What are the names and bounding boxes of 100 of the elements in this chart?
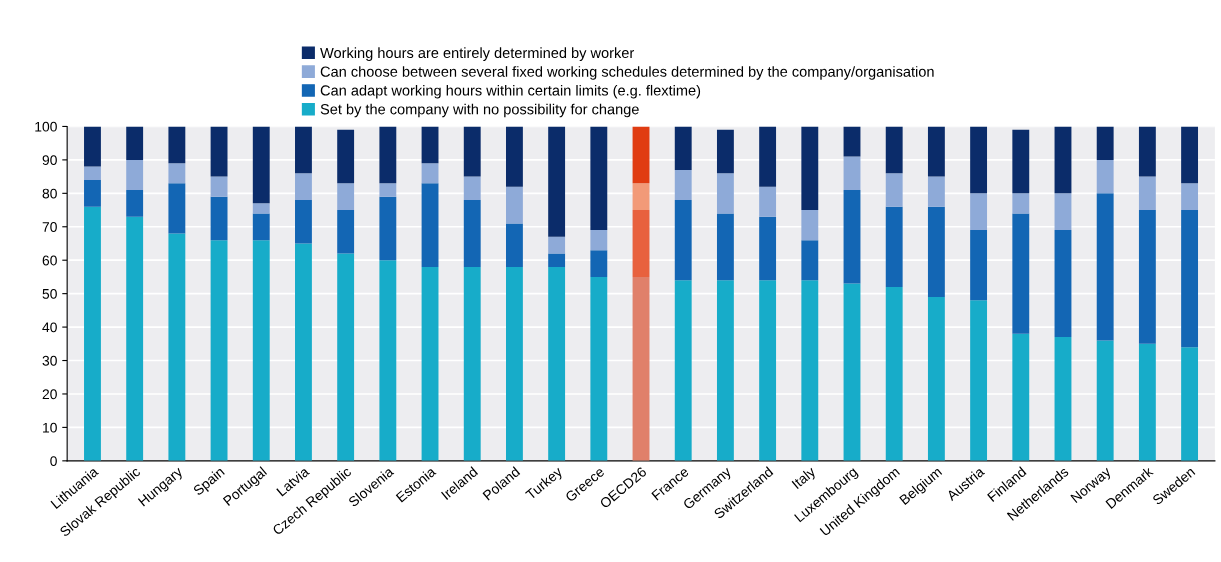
bar [927, 126, 945, 177]
bar [548, 126, 566, 237]
bar [801, 280, 819, 461]
bar [379, 196, 397, 261]
bar [632, 126, 650, 184]
bar [885, 126, 903, 174]
bar [632, 276, 650, 461]
bar [759, 186, 777, 217]
y-tick-label: 90 [42, 155, 57, 166]
bar [927, 176, 945, 207]
legend-label: Set by the company with no possibility for change [320, 103, 639, 118]
bar [674, 169, 692, 201]
bar [1138, 343, 1156, 461]
bar [421, 266, 439, 461]
bar [1181, 347, 1199, 461]
bar [716, 280, 734, 461]
y-tick-label: 50 [42, 288, 57, 299]
bar [716, 129, 734, 174]
bar [885, 173, 903, 207]
bar [674, 200, 692, 281]
bar [885, 206, 903, 287]
bar [210, 176, 228, 197]
bar [1096, 159, 1114, 194]
bar [337, 129, 355, 184]
bar [1012, 213, 1030, 334]
bar [548, 266, 566, 461]
bar [1012, 333, 1030, 461]
bar [252, 240, 270, 461]
bar [1012, 129, 1030, 194]
bar [548, 236, 566, 254]
bar [421, 163, 439, 184]
y-tick-label: 60 [42, 255, 57, 266]
bar [1096, 193, 1114, 341]
bar [168, 163, 186, 184]
bar [970, 126, 988, 194]
y-tick-label: 70 [42, 222, 57, 232]
bar [295, 173, 312, 201]
bar [379, 260, 397, 461]
bar [970, 230, 988, 301]
bar [1181, 183, 1199, 211]
y-tick-label: 80 [42, 188, 57, 199]
bar [759, 216, 777, 281]
bar [843, 283, 861, 461]
bar [252, 203, 270, 214]
bar [295, 126, 312, 174]
bar [759, 126, 777, 187]
bar [927, 206, 945, 297]
bar [632, 183, 650, 211]
bar [674, 280, 692, 461]
bar [84, 206, 101, 461]
bar [210, 196, 228, 241]
bar [506, 266, 523, 461]
bar [126, 159, 144, 190]
bar [379, 183, 397, 197]
bar [126, 189, 144, 217]
bar [84, 126, 101, 167]
bar [801, 210, 819, 241]
bar [168, 233, 186, 461]
bar [1096, 340, 1114, 461]
bar [590, 276, 608, 461]
bar [463, 266, 481, 461]
bar [759, 280, 777, 461]
y-tick-label: 0 [50, 456, 57, 467]
bar [295, 200, 312, 244]
bar [1096, 126, 1114, 160]
bar [1054, 126, 1072, 194]
bar [1054, 193, 1072, 231]
bar [506, 126, 523, 187]
bar [506, 223, 523, 267]
y-tick-label: 10 [43, 422, 57, 433]
bar [210, 126, 228, 177]
bar [379, 126, 397, 184]
bar [295, 243, 312, 461]
bar [421, 126, 439, 164]
y-tick-label: 30 [42, 355, 57, 366]
bar [337, 253, 355, 461]
bar [590, 126, 608, 231]
bar [927, 296, 945, 461]
bar [421, 183, 439, 267]
bar [252, 126, 270, 204]
bar [168, 183, 186, 234]
bar [168, 126, 186, 164]
bar [1181, 126, 1199, 184]
y-tick-label: 100 [35, 121, 57, 132]
bar [716, 173, 734, 214]
bar [210, 240, 228, 461]
legend-label: Working hours are entirely determined by worker [320, 47, 635, 61]
bar [632, 210, 650, 277]
bar [84, 179, 101, 207]
bar [126, 216, 144, 461]
bar [1012, 193, 1030, 214]
bar [970, 300, 988, 461]
bar [843, 126, 861, 157]
bar [548, 253, 566, 267]
bar [252, 213, 270, 241]
y-tick-label: 20 [42, 389, 57, 400]
bar [126, 126, 144, 160]
bar [463, 200, 481, 267]
bar [337, 210, 355, 254]
bar [1138, 176, 1156, 211]
